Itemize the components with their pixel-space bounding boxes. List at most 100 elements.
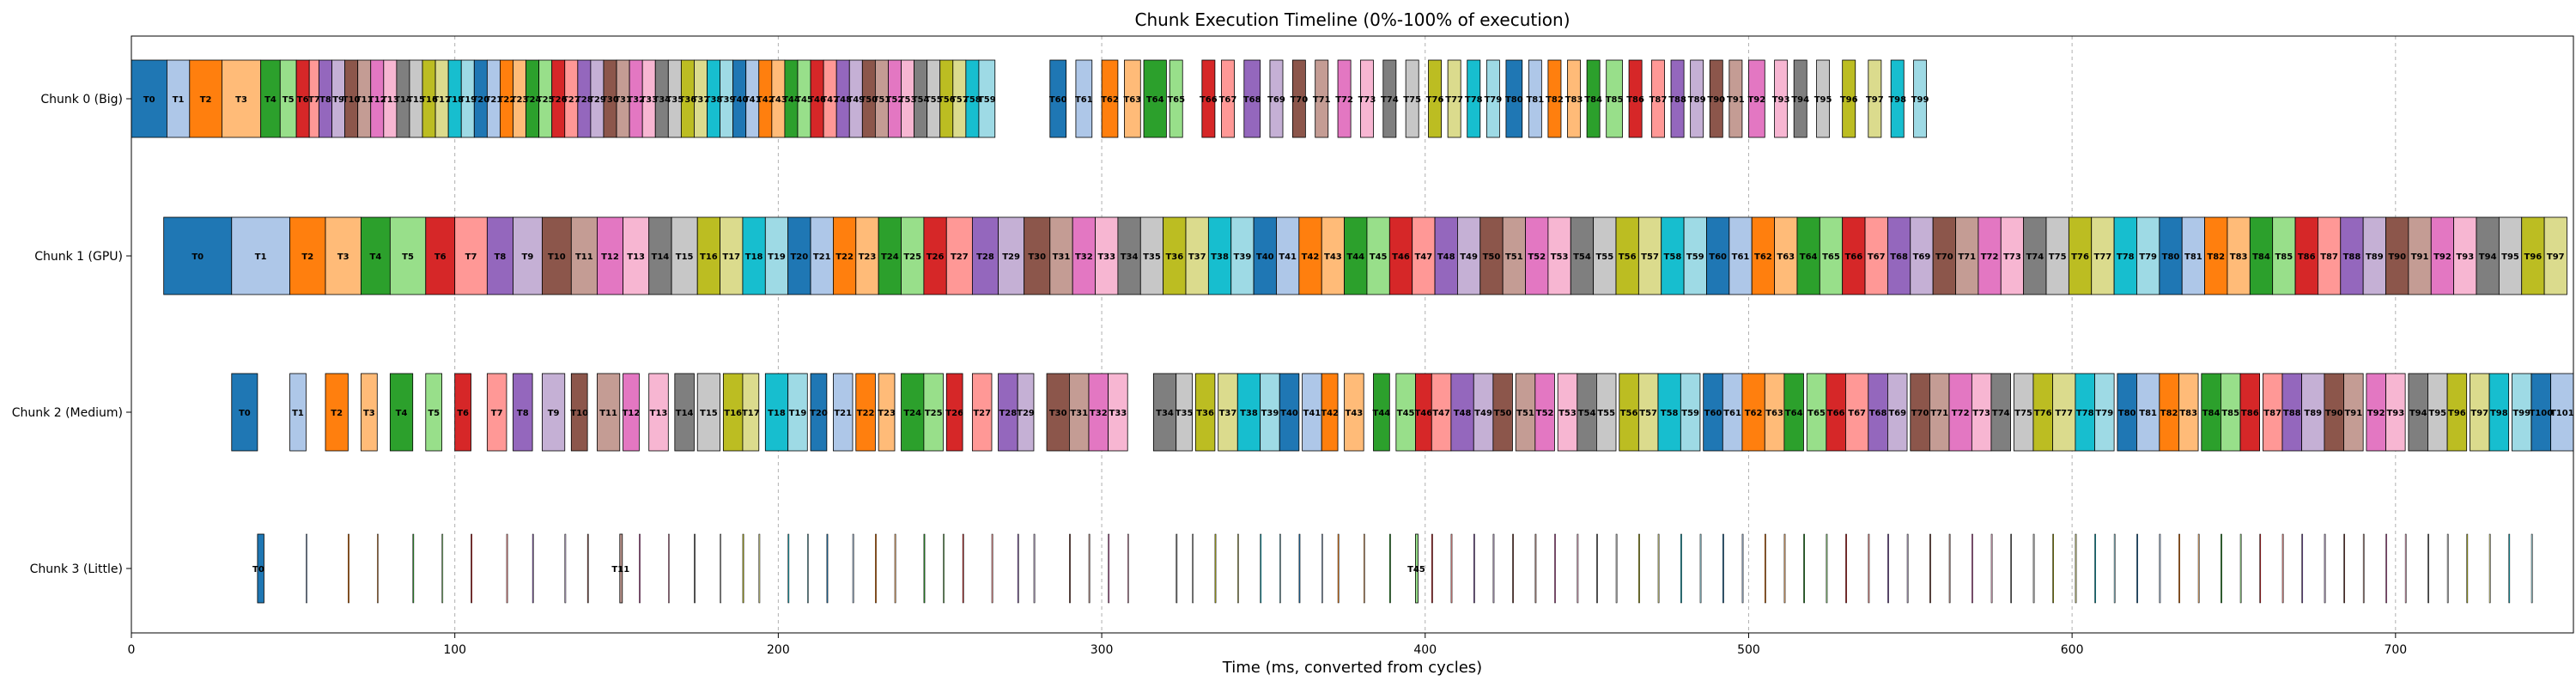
task-bar <box>2010 533 2013 604</box>
task-label: T11 <box>355 95 374 105</box>
task-label: T96 <box>2524 252 2543 262</box>
task-label: T92 <box>1747 95 1765 105</box>
task-bar <box>325 373 349 452</box>
task-label: T71 <box>1958 252 1976 262</box>
task-label: T72 <box>1952 409 1970 418</box>
task-label: T90 <box>2325 409 2343 418</box>
task-bar <box>348 533 349 604</box>
task-bar <box>1072 216 1096 295</box>
y-tick-label: Chunk 1 (GPU) <box>34 250 123 264</box>
task-label: T87 <box>2320 252 2338 262</box>
task-label: T27 <box>973 409 991 418</box>
task-bar <box>1774 216 1798 295</box>
task-label: T0 <box>191 252 204 262</box>
task-label: T55 <box>1597 409 1615 418</box>
task-label: T91 <box>2344 409 2362 418</box>
task-label: T2 <box>200 95 212 105</box>
task-bar <box>1276 216 1300 295</box>
task-label: T37 <box>692 95 710 105</box>
task-label: T79 <box>2095 409 2113 418</box>
task-bar <box>1236 373 1261 452</box>
task-bar <box>1547 59 1562 138</box>
task-bar <box>570 373 588 452</box>
task-label: T89 <box>1688 95 1706 105</box>
task-label: T38 <box>1211 252 1229 262</box>
task-bar <box>855 216 879 295</box>
task-label: T81 <box>2184 252 2202 262</box>
task-bar <box>163 216 233 295</box>
task-label: T28 <box>976 252 994 262</box>
task-bar <box>2113 533 2116 604</box>
task-bar <box>1143 59 1167 138</box>
task-bar <box>1803 533 1805 604</box>
task-label: T30 <box>1049 409 1067 418</box>
task-label: T72 <box>1335 95 1353 105</box>
task-label: T15 <box>700 409 718 418</box>
task-label: T68 <box>1890 252 1908 262</box>
task-label: T48 <box>834 95 852 105</box>
task-bar <box>671 216 698 295</box>
task-label: T11 <box>599 409 617 418</box>
task-label: T9 <box>332 95 344 105</box>
task-label: T16 <box>420 95 438 105</box>
task-bar <box>1075 59 1093 138</box>
task-label: T10 <box>343 95 361 105</box>
task-bar <box>1615 533 1618 604</box>
task-label: T36 <box>1196 409 1214 418</box>
task-label: T64 <box>1146 95 1164 105</box>
task-bar <box>1337 533 1340 604</box>
task-label: T96 <box>1840 95 1858 105</box>
task-label: T52 <box>886 95 904 105</box>
task-bar <box>619 533 623 604</box>
task-label: T5 <box>402 252 414 262</box>
task-bar <box>2488 533 2491 604</box>
task-bar <box>306 533 307 604</box>
task-label: T41 <box>1303 409 1321 418</box>
task-bar <box>1412 216 1436 295</box>
task-bar <box>425 373 443 452</box>
task-label: T9 <box>522 252 534 262</box>
task-bar <box>787 373 808 452</box>
task-bar <box>694 533 696 604</box>
task-label: T2 <box>331 409 343 418</box>
task-label: T70 <box>1935 252 1953 262</box>
task-bar <box>1321 533 1323 604</box>
task-bar <box>1932 216 1956 295</box>
task-bar <box>1428 59 1442 138</box>
task-bar <box>1502 216 1526 295</box>
task-bar <box>2094 373 2115 452</box>
task-label: T83 <box>2230 252 2248 262</box>
task-bar <box>1185 216 1209 295</box>
task-bar <box>2227 216 2251 295</box>
task-label: T35 <box>1176 409 1194 418</box>
task-bar <box>2091 216 2115 295</box>
task-bar <box>1728 216 1753 295</box>
task-label: T25 <box>903 252 921 262</box>
task-bar <box>1709 59 1723 138</box>
task-bar <box>901 216 925 295</box>
task-label: T70 <box>1911 409 1929 418</box>
task-label: T40 <box>1280 409 1298 418</box>
task-bar <box>1657 533 1660 604</box>
task-label: T45 <box>1370 252 1388 262</box>
task-label: T13 <box>381 95 399 105</box>
task-bar <box>513 373 533 452</box>
task-label: T7 <box>308 95 320 105</box>
task-label: T88 <box>2283 409 2301 418</box>
task-bar <box>2550 373 2574 452</box>
task-bar <box>2178 373 2199 452</box>
task-label: T66 <box>1844 252 1862 262</box>
task-label: T46 <box>808 95 826 105</box>
task-bar <box>648 216 672 295</box>
task-bar <box>1214 533 1217 604</box>
task-label: T24 <box>903 409 921 418</box>
task-bar <box>1450 533 1453 604</box>
task-bar <box>1431 533 1433 604</box>
task-bar <box>833 373 854 452</box>
task-label: T0 <box>239 409 251 418</box>
task-bar <box>1243 59 1261 138</box>
task-label: T15 <box>407 95 425 105</box>
task-bar <box>1606 59 1623 138</box>
task-label: T1 <box>292 409 304 418</box>
task-label: T15 <box>676 252 694 262</box>
